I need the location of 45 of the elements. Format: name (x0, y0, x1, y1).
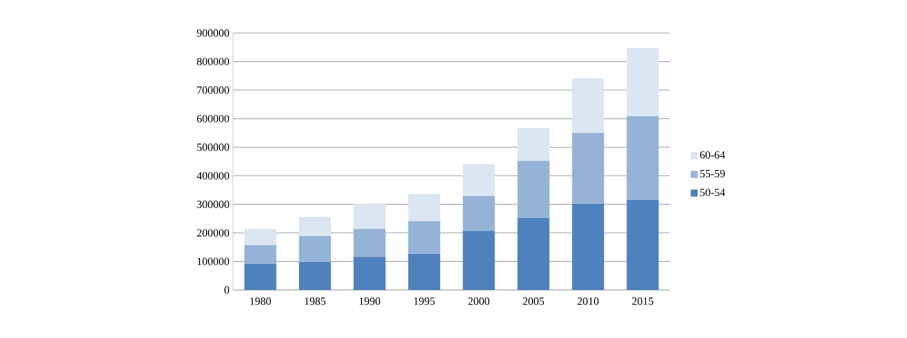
y-tick-label: 700000 (197, 86, 230, 94)
y-tick-label: 500000 (197, 144, 230, 151)
bar (408, 254, 440, 290)
bar (626, 200, 659, 290)
bar (244, 245, 276, 264)
bar (517, 218, 550, 290)
y-tick-label: 900000 (196, 29, 230, 37)
legend-label: 55-59 (700, 170, 725, 178)
legend-label: 60-64 (700, 151, 726, 159)
y-tick-label: 0 (224, 286, 230, 294)
bar (626, 116, 659, 200)
bar (354, 256, 386, 290)
bar (244, 264, 276, 290)
x-tick-label: 1980 (250, 298, 271, 305)
bar (572, 132, 604, 204)
bar (462, 230, 495, 290)
bar (408, 194, 440, 222)
x-tick-label: 2015 (632, 298, 654, 305)
y-tick-label: 800000 (197, 58, 230, 66)
bar (354, 204, 386, 229)
x-tick-label: 1990 (360, 298, 380, 305)
bar (244, 228, 276, 246)
x-tick-label: 2000 (468, 298, 490, 305)
x-tick-label: 1985 (304, 298, 326, 305)
bar (298, 236, 331, 262)
bar (572, 78, 604, 133)
legend-label: 50-54 (700, 188, 726, 196)
bar (408, 221, 440, 254)
bar (572, 204, 604, 290)
x-tick-label: 2005 (522, 298, 544, 305)
bar (517, 160, 550, 218)
y-tick-label: 600000 (197, 114, 230, 122)
bar (298, 216, 331, 236)
y-tick-label: 300000 (197, 200, 230, 208)
y-tick-label: 400000 (196, 172, 230, 180)
bar (462, 196, 495, 231)
x-tick-label: 2010 (578, 298, 599, 305)
bar (462, 164, 495, 196)
bar (626, 48, 659, 116)
y-tick-label: 200000 (197, 229, 230, 237)
x-tick-label: 1995 (414, 298, 435, 305)
bar (298, 262, 331, 290)
bar (354, 228, 386, 257)
bar (517, 128, 550, 161)
y-tick-label: 100000 (198, 258, 230, 266)
